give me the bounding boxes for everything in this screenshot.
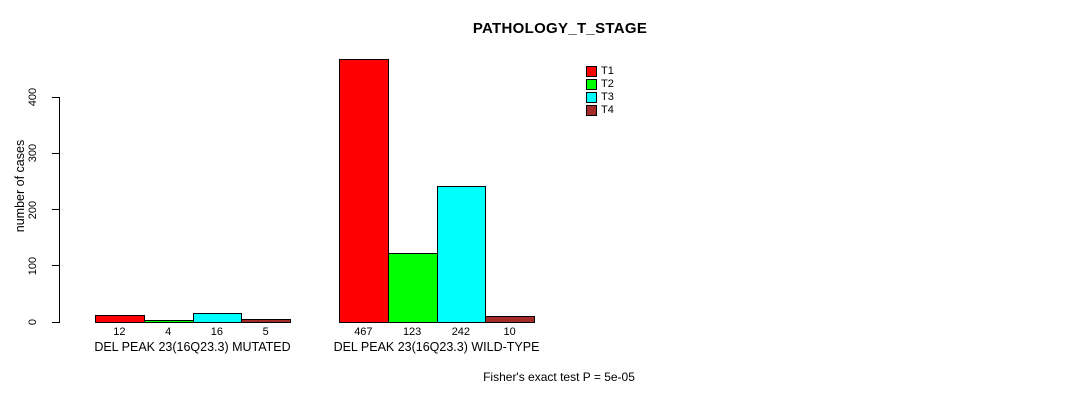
- bar-value-label: 10: [503, 326, 516, 338]
- bar-value-label: 4: [165, 326, 172, 338]
- legend-label: T4: [601, 104, 614, 116]
- bar-value-label: 467: [354, 326, 373, 338]
- y-axis-line: [59, 97, 60, 323]
- bar-t3-group1: [192, 313, 243, 323]
- y-axis-tick-label: 300: [27, 144, 39, 163]
- y-axis-tick: [52, 321, 59, 323]
- bar-t2-group1: [143, 320, 194, 323]
- y-axis-tick: [52, 265, 59, 267]
- y-axis-tick: [52, 209, 59, 210]
- legend-row: T2: [586, 78, 614, 91]
- stat-test-annotation: Fisher's exact test P = 5e-05: [483, 370, 635, 384]
- bar-value-label: 5: [262, 326, 269, 338]
- legend-row: T4: [586, 104, 614, 117]
- legend-swatch-t3: [586, 92, 597, 103]
- bar-value-label: 242: [451, 326, 471, 338]
- legend-swatch-t2: [586, 79, 597, 90]
- legend-label: T2: [601, 78, 614, 90]
- group-label: DEL PEAK 23(16Q23.3) WILD-TYPE: [333, 340, 540, 354]
- legend-swatch-t4: [586, 105, 597, 116]
- legend-label: T3: [601, 91, 614, 103]
- chart-title: PATHOLOGY_T_STAGE: [472, 20, 648, 37]
- legend-row: T3: [586, 91, 614, 104]
- legend: T1 T2 T3 T4: [586, 65, 614, 117]
- bar-value-label: 123: [402, 326, 422, 338]
- legend-row: T1: [586, 65, 614, 78]
- y-axis-tick-label: 100: [27, 256, 39, 275]
- bar-t1-group2: [339, 59, 389, 323]
- bar-t2-group2: [387, 253, 438, 323]
- y-axis-tick: [52, 96, 59, 98]
- bar-t4-group1: [241, 319, 291, 323]
- bar-value-label: 12: [113, 326, 126, 338]
- y-axis-tick-label: 200: [27, 200, 39, 219]
- bar-t1-group1: [95, 315, 145, 323]
- y-axis-tick-label: 0: [27, 318, 39, 326]
- group-label: DEL PEAK 23(16Q23.3) MUTATED: [94, 340, 291, 354]
- y-axis-label: number of cases: [13, 139, 27, 233]
- bar-value-label: 16: [210, 326, 223, 338]
- legend-label: T1: [601, 65, 614, 77]
- bar-t3-group2: [436, 186, 487, 323]
- bar-t4-group2: [485, 316, 535, 323]
- legend-swatch-t1: [586, 66, 597, 77]
- y-axis-tick-label: 400: [27, 87, 39, 107]
- y-axis-tick: [52, 152, 59, 154]
